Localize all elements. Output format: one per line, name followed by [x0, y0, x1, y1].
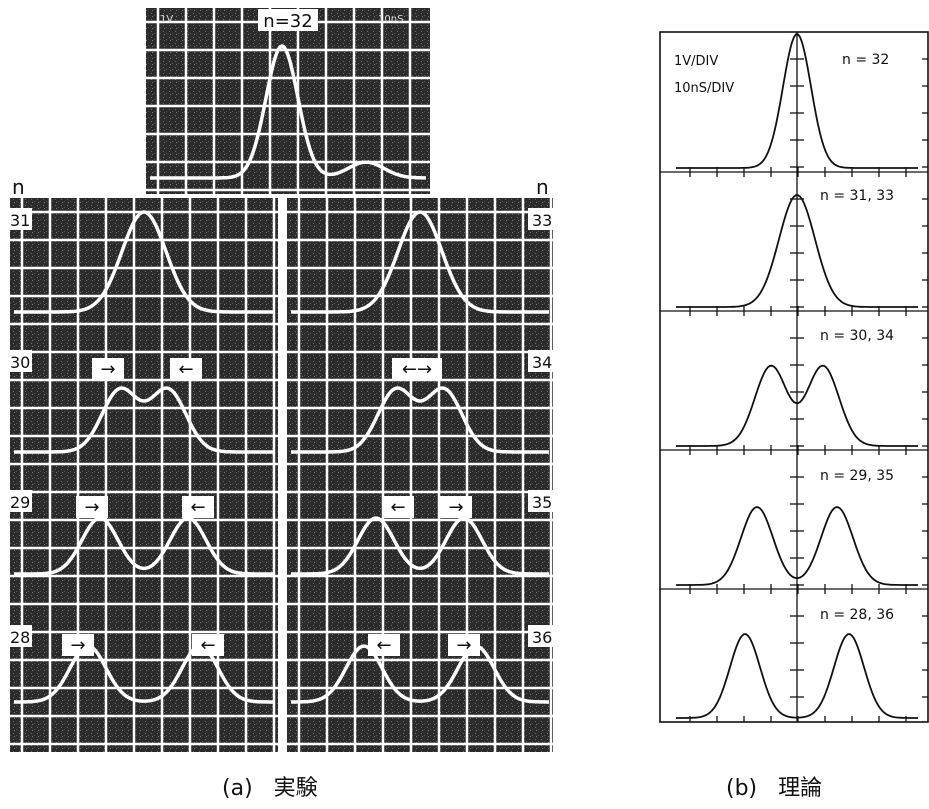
- top-trace-label: n=32: [263, 11, 312, 32]
- left-label-30: 30: [10, 353, 30, 372]
- theory-trace-32: [676, 33, 918, 169]
- theory-traces: [676, 33, 918, 719]
- trace-n30: [14, 386, 274, 454]
- theory-label-30-34: n = 30, 34: [820, 328, 894, 344]
- arrow-icon: →: [456, 635, 471, 656]
- trace-n31: [14, 210, 274, 314]
- caption-b-text: 理論: [778, 776, 823, 801]
- trace-n34: [291, 386, 549, 454]
- arrow-icon: ←: [200, 635, 215, 656]
- theory-trace-29-35: [676, 506, 918, 586]
- arrow-box: [182, 496, 214, 518]
- arrow-box: [170, 358, 202, 380]
- left-label-28: 28: [10, 628, 30, 647]
- theory-trace-30-34: [676, 364, 918, 447]
- arrow-box: [382, 496, 414, 518]
- left-label-31: 31: [10, 211, 30, 230]
- arrow-box: [92, 358, 124, 380]
- arrow-icon: ←: [390, 497, 405, 518]
- panel-b: 1V/DIV 10nS/DIV n = 32 n = 31, 33 n = 30…: [659, 31, 929, 723]
- trace-n33: [291, 210, 549, 314]
- right-label-34: 34: [532, 353, 552, 372]
- theory-label-28-36: n = 28, 36: [820, 607, 894, 623]
- right-label-35: 35: [532, 493, 552, 512]
- arrow-box: [76, 496, 108, 518]
- theory-label-31-33: n = 31, 33: [820, 188, 894, 204]
- axis-letter-right: n: [536, 175, 549, 199]
- arrow-icon: ←: [190, 497, 205, 518]
- theory-trace-28-36: [676, 633, 918, 719]
- scale-volts-per-div: 1V/DIV: [674, 54, 718, 69]
- scope-traces: [14, 44, 549, 704]
- right-label-36: 36: [532, 628, 552, 647]
- scope-screen-top: [146, 8, 430, 194]
- arrow-icon: ←: [376, 635, 391, 656]
- direction-arrows: → ← ←→→ ← ← →→ ← ← →: [62, 358, 480, 656]
- arrow-box: [192, 634, 224, 656]
- panel-a: → ← ←→→ ← ← →→ ← ← → n=32 1V 10nS n n 31 30 29 2…: [6, 8, 554, 752]
- scope-grid: [10, 8, 553, 752]
- arrow-icon: →: [84, 497, 99, 518]
- top-tag-left: 1V: [160, 14, 173, 25]
- caption-b: (b) 理論: [726, 770, 822, 802]
- theory-label-29-35: n = 29, 35: [820, 468, 894, 484]
- arrow-box: [62, 634, 94, 656]
- arrow-box: [368, 634, 400, 656]
- scale-time-per-div: 10nS/DIV: [674, 81, 734, 96]
- trace-n36: [291, 644, 549, 704]
- theory-trace-31-33: [676, 194, 918, 308]
- arrow-icon: →: [100, 359, 115, 380]
- trace-n35: [291, 516, 549, 576]
- trace-n28: [14, 644, 274, 704]
- left-label-29: 29: [10, 493, 30, 512]
- theory-label-32: n = 32: [842, 52, 889, 68]
- axis-letter-left: n: [12, 175, 25, 199]
- top-tag-right: 10nS: [378, 14, 403, 25]
- right-label-33: 33: [532, 211, 552, 230]
- caption-a-letter: (a): [222, 776, 253, 801]
- caption-a: (a) 実験: [222, 770, 318, 802]
- caption-b-letter: (b): [726, 776, 758, 801]
- trace-n32: [150, 44, 426, 180]
- caption-a-text: 実験: [273, 776, 318, 801]
- arrow-icon: ←→: [402, 359, 432, 380]
- arrow-box: [392, 358, 442, 380]
- theory-frame: [659, 31, 929, 723]
- arrow-box: [448, 634, 480, 656]
- arrow-box: [440, 496, 472, 518]
- arrow-icon: ←: [178, 359, 193, 380]
- arrow-icon: →: [448, 497, 463, 518]
- theory-ticks: [660, 32, 928, 722]
- arrow-icon: →: [70, 635, 85, 656]
- trace-n29: [14, 516, 274, 576]
